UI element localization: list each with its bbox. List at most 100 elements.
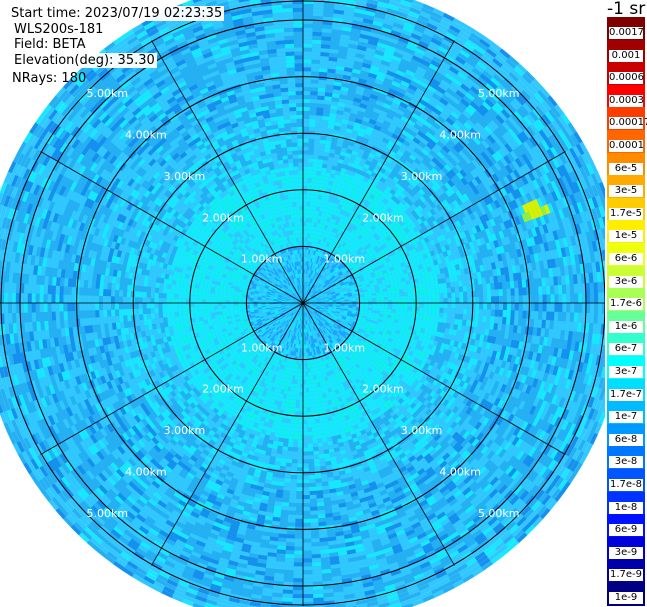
range-gate (416, 18, 429, 27)
range-gate (410, 140, 419, 148)
range-gate (368, 305, 373, 308)
range-gate (542, 294, 547, 304)
range-gate (417, 84, 427, 93)
range-gate (404, 91, 414, 99)
range-gate (306, 265, 309, 270)
range-gate (309, 202, 314, 207)
range-gate (419, 113, 429, 121)
range-gate (513, 280, 519, 289)
range-gate (421, 319, 427, 325)
range-gate (348, 253, 353, 258)
range-gate (304, 281, 307, 286)
range-gate (561, 321, 566, 331)
range-gate (418, 40, 430, 49)
range-gate (372, 238, 378, 244)
range-gate (350, 76, 360, 82)
range-gate (454, 313, 460, 320)
range-gate (441, 166, 449, 175)
range-gate (532, 108, 542, 120)
range-gate (341, 163, 348, 170)
range-gate (411, 94, 422, 103)
range-gate (383, 232, 389, 239)
range-gate (329, 193, 335, 199)
range-gate (466, 141, 476, 151)
range-gate (435, 129, 445, 138)
range-gate (303, 182, 308, 187)
range-gate (374, 12, 386, 20)
range-gate (313, 285, 318, 290)
range-gate (326, 234, 331, 239)
range-gate (364, 298, 369, 301)
range-gate (336, 208, 341, 214)
range-gate (328, 152, 335, 158)
range-gate (430, 167, 439, 176)
range-gate (325, 264, 329, 269)
range-gate (423, 155, 432, 164)
range-gate (310, 226, 314, 231)
range-gate (431, 135, 440, 144)
range-gate (458, 139, 467, 148)
range-gate (309, 110, 317, 116)
range-gate (317, 231, 321, 236)
range-gate (565, 321, 570, 332)
range-gate (305, 257, 308, 262)
range-gate (430, 284, 436, 290)
range-gate (516, 79, 527, 90)
range-gate (477, 76, 488, 87)
range-gate (414, 184, 422, 192)
range-gate (371, 24, 383, 31)
range-gate (326, 72, 336, 78)
range-gate (414, 133, 424, 142)
range-gate (333, 241, 338, 247)
range-gate (305, 237, 308, 242)
range-gate (462, 110, 472, 120)
range-gate (346, 235, 351, 241)
range-gate (537, 89, 548, 101)
range-gate (508, 87, 519, 99)
range-gate (354, 8, 366, 15)
range-gate (368, 245, 374, 251)
range-gate (510, 126, 521, 137)
range-gate (306, 295, 310, 299)
range-gate (349, 170, 356, 177)
range-gate (342, 258, 348, 264)
range-gate (419, 294, 424, 300)
range-gate (349, 183, 356, 190)
range-gate (406, 146, 414, 155)
range-gate (372, 107, 382, 114)
range-gate (400, 303, 405, 307)
range-gate (417, 116, 427, 125)
range-gate (404, 221, 411, 228)
range-gate (382, 120, 391, 127)
range-gate (334, 211, 340, 217)
range-gate (447, 292, 452, 299)
range-gate (472, 136, 482, 146)
range-gate (344, 299, 349, 302)
range-gate (444, 164, 452, 172)
range-gate (378, 0, 391, 5)
range-gate (323, 204, 328, 209)
range-gate (359, 74, 369, 81)
range-gate (308, 278, 311, 283)
range-gate (307, 233, 311, 238)
range-gate (416, 164, 424, 173)
range-gate (458, 30, 471, 40)
range-gate (370, 219, 376, 226)
range-gate (459, 297, 464, 304)
range-gate (343, 248, 348, 253)
range-gate (364, 173, 371, 179)
range-gate (495, 296, 500, 304)
range-gate (365, 80, 375, 87)
range-gate (312, 254, 316, 259)
range-gate (366, 76, 377, 83)
range-gate (455, 104, 465, 114)
range-gate (370, 90, 380, 97)
range-gate (490, 309, 496, 317)
range-gate (593, 282, 598, 294)
range-gate (490, 282, 495, 291)
range-gate (428, 160, 437, 168)
range-gate (586, 292, 591, 304)
range-gate (458, 127, 467, 137)
range-gate (399, 156, 407, 164)
range-gate (457, 52, 469, 62)
